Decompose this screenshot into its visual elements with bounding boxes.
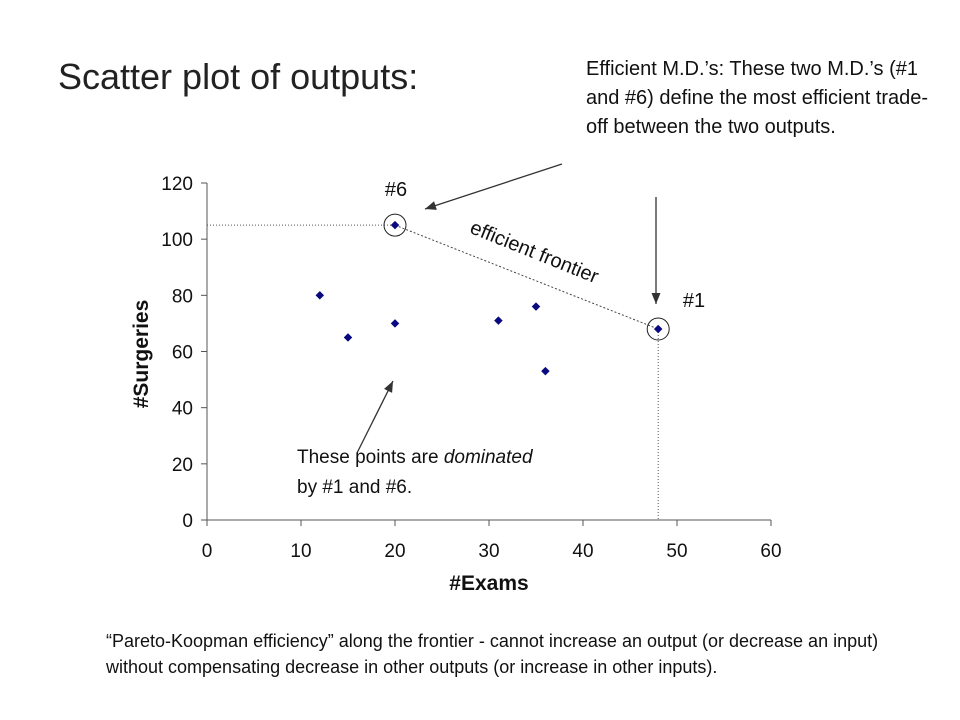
y-tick-label: 0 — [182, 511, 193, 532]
x-tick-label: 30 — [478, 541, 499, 562]
y-tick-label: 20 — [172, 455, 193, 476]
arrow-shaft — [356, 380, 394, 454]
dominated-line1-before: These points are — [297, 447, 444, 468]
point-label-1: #1 — [683, 290, 705, 312]
y-tick-label: 100 — [161, 230, 193, 251]
chart-axes: 0 20 40 60 80 100 120 0 10 20 30 40 50 60 — [161, 174, 781, 562]
dominated-line2: by #1 and #6. — [297, 477, 412, 498]
data-point — [653, 324, 663, 334]
chart-marks — [315, 220, 663, 376]
x-tick-label: 0 — [202, 541, 213, 562]
highlight-circle-6 — [383, 213, 407, 237]
y-tick-label: 120 — [161, 174, 193, 195]
arrow-shaft — [424, 163, 563, 210]
highlight-circle-1 — [646, 317, 670, 341]
arrow-head — [384, 381, 393, 393]
data-point — [531, 302, 541, 311]
y-tick-label: 40 — [172, 399, 193, 420]
arrow-to-dominated — [356, 380, 394, 454]
data-point — [390, 319, 400, 328]
x-axis-label: #Exams — [449, 572, 528, 595]
x-tick-label: 10 — [290, 541, 311, 562]
y-tick-label: 80 — [172, 286, 193, 307]
y-tick-label: 60 — [172, 343, 193, 364]
x-tick-label: 60 — [760, 541, 781, 562]
x-tick-label: 50 — [666, 541, 687, 562]
data-point — [494, 316, 503, 325]
point-label-6: #6 — [385, 179, 407, 201]
arrow-head — [651, 293, 661, 304]
arrow-to-point-1 — [651, 197, 661, 304]
dominated-line1-em: dominated — [444, 447, 534, 468]
efficient-callout: Efficient M.D.’s: These two M.D.’s (#1 a… — [586, 58, 929, 138]
y-axis-label: #Surgeries — [130, 300, 153, 409]
x-tick-label: 20 — [384, 541, 405, 562]
arrow-head — [425, 201, 437, 210]
chart-guides — [207, 163, 670, 520]
x-tick-label: 40 — [572, 541, 593, 562]
pareto-footnote: “Pareto-Koopman efficiency” along the fr… — [106, 631, 879, 677]
data-point — [343, 333, 353, 342]
data-point — [390, 220, 400, 230]
arrow-to-point-6 — [424, 163, 563, 210]
data-point — [541, 366, 550, 376]
slide-title: Scatter plot of outputs: — [58, 56, 419, 97]
data-point — [315, 290, 325, 300]
frontier-label: efficient frontier — [467, 217, 602, 289]
frontier-line — [394, 224, 659, 330]
dominated-callout: These points are dominated by #1 and #6. — [297, 447, 538, 498]
